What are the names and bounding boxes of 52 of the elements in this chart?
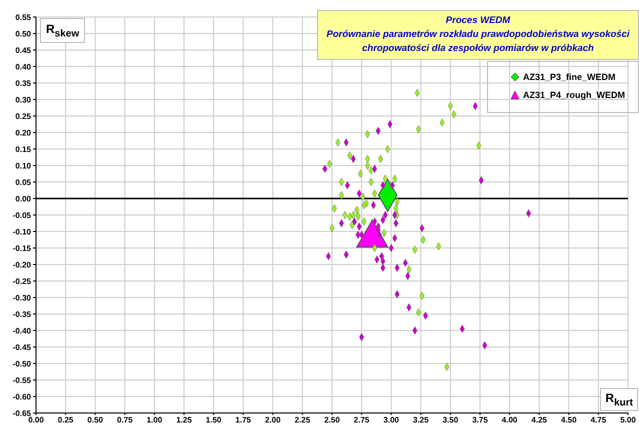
y-tick-label: 0.20 (15, 128, 32, 138)
y-tick-label: 0.35 (15, 78, 32, 88)
y-tick-label: -0.20 (12, 260, 32, 270)
legend-label: AZ31_P4_rough_WEDM (523, 90, 626, 100)
x-tick-label: 2.00 (265, 416, 282, 425)
x-tick-label: 3.00 (383, 416, 400, 425)
x-tick-label: 3.25 (413, 416, 430, 425)
x-tick-label: 0.75 (117, 416, 134, 425)
x-tick-label: 4.25 (531, 416, 548, 425)
y-tick-label: 0.30 (15, 95, 32, 104)
x-axis-title: R$_{kurt}$ (600, 388, 638, 412)
x-tick-label: 3.75 (472, 416, 488, 425)
y-tick-label: 0.40 (15, 62, 32, 72)
y-tick-label: -0.50 (12, 359, 32, 368)
y-tick-label: -0.65 (12, 408, 32, 418)
y-tick-label: 0.55 (15, 12, 32, 22)
x-tick-label: 1.25 (176, 416, 192, 425)
x-tick-label: 0.25 (58, 416, 74, 425)
y-tick-label: 0.10 (15, 161, 32, 170)
x-tick-label: 2.50 (324, 416, 340, 425)
legend-label: AZ31_P3_fine_WEDM (523, 72, 616, 82)
y-tick-label: 0.50 (15, 29, 32, 38)
y-tick-label: -0.45 (12, 342, 32, 352)
y-tick-label: -0.60 (12, 392, 32, 402)
y-tick-label: 0.15 (15, 144, 32, 154)
x-tick-label: 4.50 (561, 416, 578, 425)
y-tick-label: -0.40 (12, 326, 32, 336)
x-tick-label: 0.50 (87, 416, 104, 425)
y-tick-label: -0.35 (12, 310, 32, 319)
x-tick-label: 4.00 (502, 416, 518, 425)
x-tick-label: 1.50 (206, 416, 222, 425)
y-tick-label: -0.15 (12, 244, 32, 253)
x-tick-label: 1.00 (146, 416, 163, 425)
y-tick-label: -0.55 (12, 376, 32, 385)
x-tick-label: 5.00 (620, 416, 636, 425)
x-tick-label: 0.00 (28, 416, 44, 425)
y-tick-label: -0.25 (12, 276, 32, 286)
y-axis-title: R$_{skew}$ (40, 18, 86, 44)
text: Porównanie parametrów rozkładu prawdopodobieństwa wysokości chropowatości dla zespołów pomiarów w próbkach (325, 28, 631, 56)
x-tick-label: 4.75 (590, 416, 607, 425)
y-tick-label: -0.05 (12, 210, 32, 220)
y-tick-label: 0.25 (15, 112, 32, 121)
y-tick-label: -0.10 (12, 227, 32, 236)
y-tick-label: 0.00 (15, 194, 32, 204)
y-tick-label: 0.45 (15, 46, 32, 55)
x-tick-label: 1.75 (235, 416, 252, 425)
x-tick-label: 3.50 (442, 416, 459, 425)
y-tick-label: -0.30 (12, 293, 32, 302)
x-tick-label: 2.75 (354, 416, 370, 425)
chart-title: Proces WEDM (444, 14, 512, 28)
y-tick-label: 0.05 (15, 178, 32, 187)
x-tick-label: 2.25 (294, 416, 311, 425)
